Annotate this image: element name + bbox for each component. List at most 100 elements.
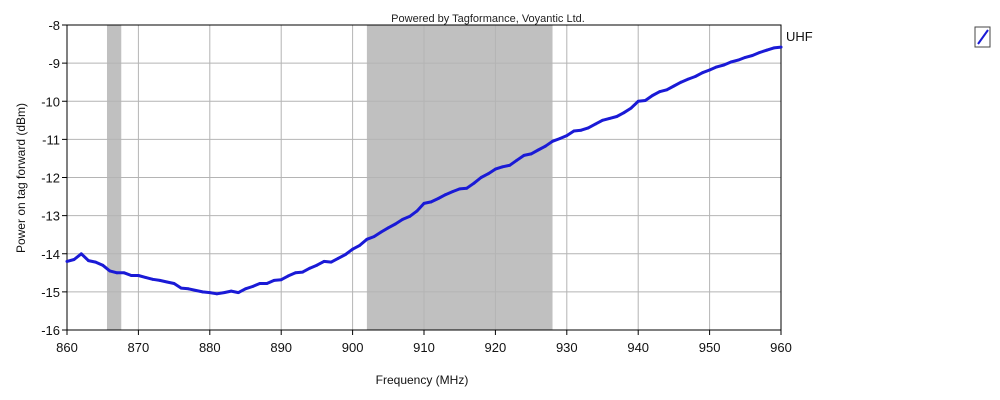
data-point	[401, 218, 404, 221]
data-point	[65, 260, 69, 263]
data-point	[494, 167, 497, 171]
data-point	[122, 271, 126, 275]
data-point	[594, 122, 597, 126]
data-point	[208, 291, 212, 294]
data-point	[265, 282, 269, 285]
y-tick-label: -12	[41, 171, 60, 186]
data-point	[686, 77, 690, 81]
data-point	[586, 126, 590, 130]
data-point	[108, 269, 112, 273]
data-point	[301, 270, 304, 274]
data-point	[415, 209, 419, 213]
y-tick-label: -13	[41, 209, 60, 224]
data-point	[751, 54, 754, 57]
data-point	[779, 45, 783, 49]
data-point	[179, 286, 183, 290]
data-point	[715, 65, 719, 69]
data-point	[229, 289, 233, 293]
data-point	[344, 253, 347, 256]
data-point	[572, 129, 576, 133]
data-point	[329, 260, 333, 264]
data-point	[508, 163, 512, 167]
data-point	[79, 252, 83, 256]
data-point	[544, 144, 547, 148]
data-point	[558, 137, 562, 141]
data-point	[87, 259, 90, 262]
data-point	[765, 48, 769, 52]
data-point	[422, 202, 426, 205]
data-point	[579, 128, 583, 132]
data-point	[501, 165, 504, 169]
data-point	[187, 287, 190, 291]
data-point	[386, 226, 390, 230]
series-points	[65, 45, 783, 296]
y-tick-label: -9	[48, 56, 60, 71]
data-point	[451, 190, 454, 194]
data-point	[465, 186, 469, 190]
data-point	[94, 260, 97, 264]
data-point	[472, 181, 476, 185]
data-point	[294, 271, 297, 275]
data-point	[408, 215, 412, 218]
data-point	[444, 193, 447, 197]
data-point	[286, 274, 290, 278]
watermark-text: Powered by Tagformance, Voyantic Ltd.	[391, 13, 585, 25]
data-point	[758, 51, 761, 54]
x-tick-label: 860	[56, 340, 78, 355]
data-point	[129, 274, 133, 277]
data-point	[522, 154, 526, 157]
data-point	[72, 258, 76, 261]
y-axis-title: Power on tag forward (dBm)	[14, 103, 28, 253]
data-point	[336, 256, 340, 260]
y-tick-label: -16	[41, 323, 60, 338]
data-point	[322, 260, 326, 263]
data-point	[165, 280, 169, 284]
data-point	[365, 237, 369, 241]
x-tick-label: 880	[199, 340, 221, 355]
data-point	[429, 200, 433, 204]
data-point	[201, 290, 205, 294]
data-point	[222, 291, 226, 294]
data-point	[315, 263, 319, 267]
x-tick-label: 960	[770, 340, 792, 355]
data-point	[479, 176, 483, 179]
data-point	[651, 94, 654, 97]
x-tick-label: 900	[342, 340, 364, 355]
data-point	[144, 276, 147, 279]
data-point	[672, 84, 676, 88]
data-point	[279, 278, 283, 282]
y-tick-label: -10	[41, 94, 60, 109]
x-tick-label: 950	[699, 340, 721, 355]
data-point	[251, 285, 255, 288]
data-point	[729, 60, 733, 64]
x-tick-label: 910	[413, 340, 435, 355]
data-point	[636, 99, 640, 103]
data-point	[358, 244, 362, 247]
data-point	[394, 222, 397, 226]
data-point	[772, 46, 776, 50]
data-point	[308, 266, 312, 270]
data-point	[515, 158, 519, 162]
x-tick-label: 890	[270, 340, 292, 355]
data-point	[643, 99, 647, 102]
x-tick-label: 930	[556, 340, 578, 355]
data-point	[551, 139, 554, 143]
data-point	[665, 88, 669, 92]
data-point	[115, 271, 119, 275]
data-point	[172, 282, 176, 285]
data-point	[215, 292, 219, 296]
y-tick-label: -8	[48, 18, 60, 33]
y-tick-label: -14	[41, 247, 60, 262]
data-point	[615, 115, 619, 118]
data-point	[743, 56, 747, 59]
line-series-icon[interactable]	[974, 26, 991, 48]
data-point	[679, 80, 683, 84]
data-point	[701, 71, 704, 75]
data-point	[486, 172, 490, 176]
data-point	[158, 279, 162, 282]
y-tick-label: -11	[42, 132, 60, 147]
data-point	[536, 148, 540, 152]
data-point	[601, 118, 604, 122]
data-point	[379, 230, 383, 234]
data-point	[693, 75, 697, 78]
